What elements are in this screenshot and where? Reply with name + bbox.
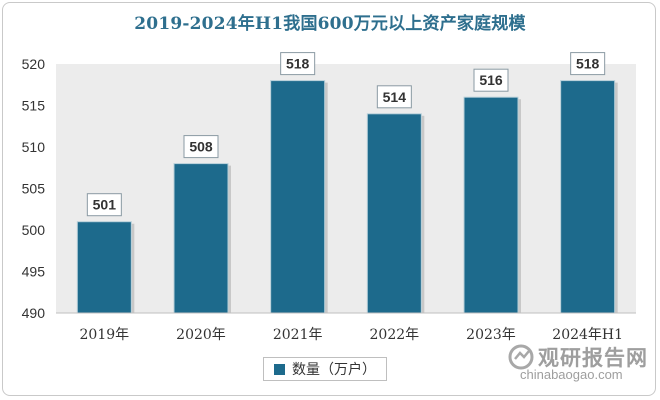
bar — [173, 163, 229, 314]
watermark: 观研报告网 chinabaogao.com — [498, 340, 648, 390]
watermark-url: chinabaogao.com — [520, 367, 623, 382]
data-label: 514 — [383, 89, 407, 105]
data-label-box — [570, 52, 606, 76]
data-label: 516 — [479, 72, 503, 88]
x-tick-label: 2021年 — [273, 327, 323, 343]
watermark-logo-icon — [508, 344, 534, 370]
bar — [463, 96, 519, 314]
legend-label: 数量（万户） — [292, 361, 376, 377]
y-tick-label: 500 — [22, 222, 46, 238]
data-label-box — [376, 85, 412, 109]
x-tick-label: 2023年 — [466, 327, 516, 343]
data-label: 508 — [189, 139, 213, 155]
x-tick-label: 2024年H1 — [552, 327, 623, 343]
data-label-box — [473, 68, 509, 92]
chart-title: 2019-2024年H1我国600万元以上资产家庭规模 — [134, 14, 526, 34]
y-tick-label: 505 — [22, 181, 46, 197]
bar — [560, 80, 616, 314]
y-tick-label: 490 — [22, 305, 46, 321]
data-label-box — [183, 135, 219, 159]
data-label: 518 — [286, 56, 310, 72]
y-tick-label: 515 — [22, 98, 46, 114]
x-tick-label: 2020年 — [176, 327, 226, 343]
data-label-box — [86, 193, 122, 217]
y-tick-label: 520 — [22, 56, 46, 72]
bar — [366, 113, 422, 314]
data-label: 501 — [93, 197, 117, 213]
data-label: 518 — [576, 56, 600, 72]
legend: 数量（万户） — [263, 357, 387, 381]
plot-area — [56, 64, 636, 313]
legend-swatch — [274, 363, 285, 375]
y-tick-label: 510 — [22, 139, 46, 155]
x-tick-label: 2022年 — [370, 327, 420, 343]
bar — [76, 221, 132, 314]
x-tick-label: 2019年 — [80, 327, 130, 343]
data-label-box — [280, 52, 316, 76]
y-tick-label: 495 — [22, 264, 46, 280]
bar — [270, 80, 326, 314]
watermark-brand: 观研报告网 — [538, 347, 648, 370]
